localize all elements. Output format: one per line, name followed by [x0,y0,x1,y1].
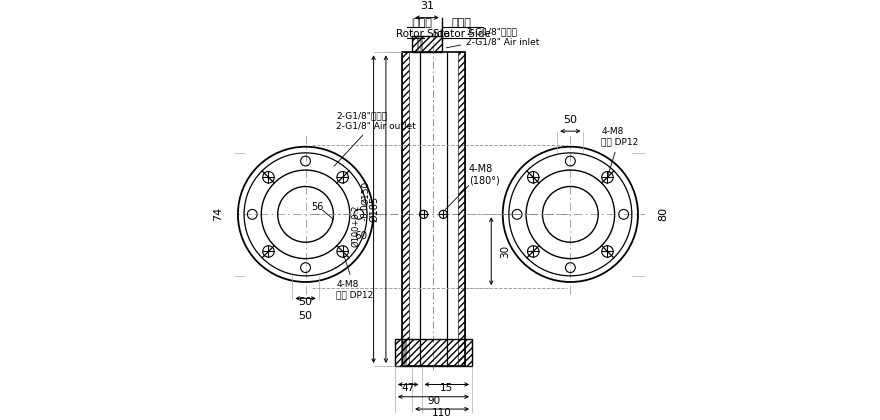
Text: 74: 74 [213,207,224,221]
Bar [412,36,442,52]
Text: 30: 30 [500,245,510,258]
Bar [412,36,442,52]
Text: Ø100+0.2
       -0.0: Ø100+0.2 -0.0 [351,205,370,247]
Text: 转子边: 转子边 [413,18,433,28]
Bar [395,339,472,366]
Text: Rotor Side: Rotor Side [396,29,450,39]
Text: 60: 60 [355,231,368,241]
Text: 4-M8
深度 DP12: 4-M8 深度 DP12 [336,254,373,299]
Bar [458,52,465,366]
Text: 47: 47 [401,383,414,394]
Text: 50: 50 [298,311,312,321]
Text: 15: 15 [440,383,453,394]
Bar [402,52,409,366]
Text: 56: 56 [312,202,324,212]
Text: 50: 50 [563,115,577,125]
Text: 90: 90 [427,396,440,406]
Text: 31: 31 [420,1,434,11]
Bar [395,339,472,366]
Text: Ø185: Ø185 [370,196,379,222]
Text: 2-G1/8"出气孔
2-G1/8" Air outlet: 2-G1/8"出气孔 2-G1/8" Air outlet [334,111,416,166]
Text: Stator Side: Stator Side [433,29,491,39]
Text: 110: 110 [432,408,452,418]
Text: 80: 80 [658,207,669,221]
Text: 50: 50 [298,297,312,307]
Text: 定子边: 定子边 [451,18,472,28]
Bar [402,52,465,366]
Text: 4-M8
深度 DP12: 4-M8 深度 DP12 [601,127,638,175]
Text: 4-M8
(180°): 4-M8 (180°) [469,164,500,186]
Text: Ø150: Ø150 [362,181,370,205]
Text: 2-G1/8"进气孔
2-G1/8" Air inlet: 2-G1/8"进气孔 2-G1/8" Air inlet [446,27,539,48]
